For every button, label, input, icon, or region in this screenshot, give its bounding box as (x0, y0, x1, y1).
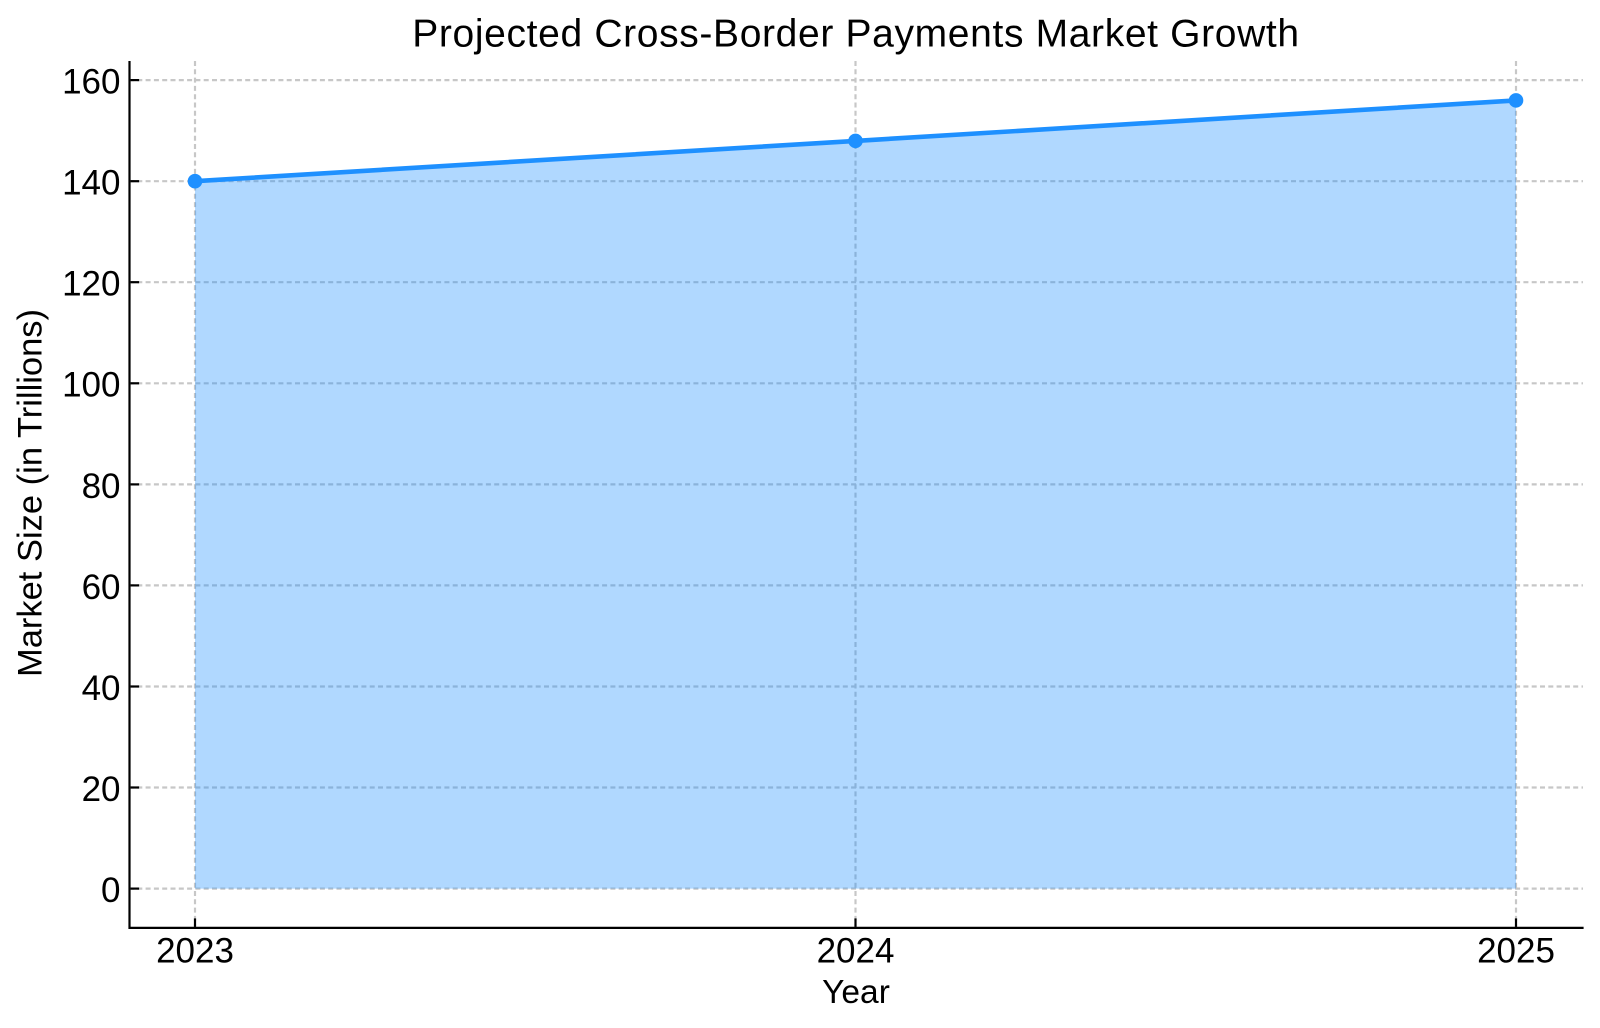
svg-text:40: 40 (82, 669, 121, 708)
svg-text:2025: 2025 (1477, 931, 1555, 970)
svg-text:2023: 2023 (156, 931, 234, 970)
svg-text:80: 80 (82, 467, 121, 506)
svg-text:2024: 2024 (817, 931, 895, 970)
svg-text:Year: Year (822, 974, 890, 1011)
svg-text:Market Size (in Trillions): Market Size (in Trillions) (12, 309, 50, 677)
svg-text:120: 120 (62, 265, 120, 304)
svg-text:Projected Cross-Border Payment: Projected Cross-Border Payments Market G… (412, 13, 1300, 56)
svg-text:160: 160 (62, 63, 120, 102)
svg-text:100: 100 (62, 366, 120, 405)
svg-text:140: 140 (62, 164, 120, 203)
svg-text:20: 20 (82, 770, 121, 809)
svg-text:60: 60 (82, 568, 121, 607)
svg-text:0: 0 (101, 871, 120, 910)
